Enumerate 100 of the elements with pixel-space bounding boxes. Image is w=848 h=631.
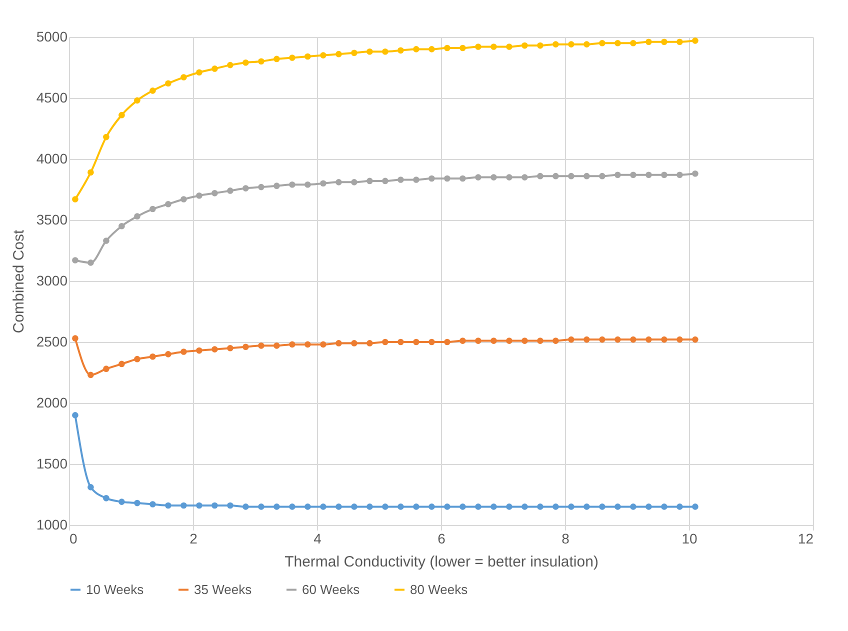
point <box>661 336 668 343</box>
y-tick-label: 3500 <box>36 212 68 228</box>
point <box>351 340 358 346</box>
point <box>165 502 172 509</box>
point <box>180 502 187 509</box>
point <box>599 336 606 343</box>
point <box>304 181 311 188</box>
point <box>522 42 528 49</box>
point <box>599 172 606 180</box>
y-tick-label: 1000 <box>36 516 68 532</box>
point <box>382 338 388 346</box>
x-tick-label: 10 <box>682 530 698 546</box>
point <box>444 338 450 346</box>
point <box>460 338 466 344</box>
point <box>165 80 172 87</box>
point <box>258 58 264 65</box>
point <box>227 188 234 194</box>
point <box>584 504 590 510</box>
point <box>382 48 388 55</box>
point <box>568 504 574 510</box>
point <box>196 347 202 354</box>
point <box>490 44 497 50</box>
legend-label: 35 Weeks <box>194 582 252 597</box>
x-tick-label: 6 <box>438 530 446 546</box>
point <box>180 348 187 355</box>
point <box>258 504 264 510</box>
point <box>692 504 698 510</box>
point <box>692 336 698 343</box>
point <box>366 340 373 346</box>
point <box>460 175 466 182</box>
x-tick-label: 12 <box>798 530 814 546</box>
point <box>212 66 218 72</box>
point <box>428 46 435 52</box>
point <box>304 504 311 510</box>
point <box>444 44 450 52</box>
point <box>584 336 590 343</box>
point <box>320 341 326 348</box>
point <box>428 175 435 182</box>
point <box>336 179 342 186</box>
point <box>413 504 420 510</box>
point <box>150 353 156 360</box>
point <box>475 504 482 510</box>
point <box>336 340 342 346</box>
y-tick-label: 4000 <box>36 150 68 166</box>
point <box>490 504 497 510</box>
point <box>88 260 94 266</box>
point <box>103 366 110 372</box>
point <box>351 50 358 56</box>
point <box>506 504 512 510</box>
point <box>646 38 652 46</box>
point <box>366 504 373 510</box>
point <box>320 52 326 58</box>
point <box>382 504 388 510</box>
point <box>242 344 249 350</box>
point <box>150 501 156 508</box>
point <box>366 48 373 55</box>
point <box>212 502 218 509</box>
point <box>72 196 78 202</box>
point <box>599 40 606 46</box>
point <box>134 97 140 104</box>
legend-label: 80 Weeks <box>410 582 468 597</box>
point <box>72 257 78 264</box>
point <box>165 200 172 208</box>
point <box>180 196 187 202</box>
point <box>676 336 683 343</box>
point <box>413 338 420 346</box>
point <box>196 502 202 509</box>
point <box>103 495 110 502</box>
y-tick-label: 3000 <box>36 272 68 288</box>
point <box>614 336 621 343</box>
point <box>537 338 544 344</box>
x-tick-label: 0 <box>70 530 78 546</box>
point <box>118 498 125 505</box>
y-tick-label: 1500 <box>36 456 68 472</box>
point <box>366 178 373 184</box>
point <box>460 44 466 52</box>
x-tick-label: 2 <box>190 530 198 546</box>
point <box>522 174 528 180</box>
point <box>444 504 450 510</box>
point <box>584 41 590 48</box>
point <box>661 504 668 510</box>
point <box>444 175 450 182</box>
point <box>227 62 234 68</box>
point <box>289 181 296 188</box>
point <box>676 504 683 510</box>
point <box>196 69 202 76</box>
point <box>134 213 140 220</box>
point <box>242 504 249 510</box>
point <box>630 504 636 510</box>
point <box>584 172 590 180</box>
point <box>134 500 140 506</box>
point <box>568 41 574 48</box>
point <box>180 74 187 80</box>
point <box>413 176 420 183</box>
point <box>336 504 342 510</box>
point <box>336 50 342 58</box>
point <box>506 44 512 50</box>
point <box>646 336 652 343</box>
point <box>227 502 234 509</box>
point <box>537 42 544 49</box>
